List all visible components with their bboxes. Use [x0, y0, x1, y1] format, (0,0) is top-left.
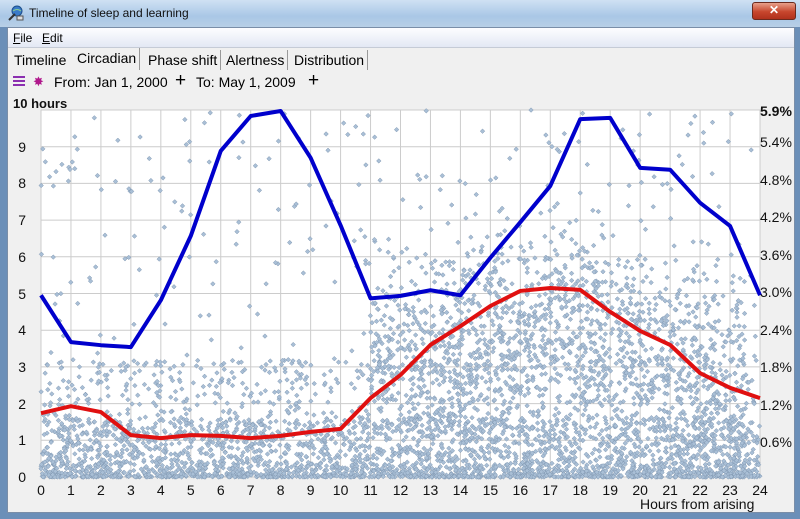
x-tick-label: 7 — [246, 482, 255, 498]
tab-distribution[interactable]: Distribution — [291, 50, 369, 70]
y-tick-label: 7 — [18, 212, 26, 229]
y-tick-label: 8 — [18, 175, 26, 192]
from-plus-button[interactable]: + — [175, 70, 187, 91]
blue-series-line — [39, 109, 762, 350]
x-tick-label: 8 — [276, 482, 285, 498]
x-tick-label: 11 — [363, 482, 378, 498]
menu-bar: File Edit — [8, 28, 794, 48]
y-tick-label: 4 — [18, 322, 26, 339]
y-right-tick-label: 1.2% — [760, 396, 792, 413]
to-date[interactable]: To: May 1, 2009 — [196, 74, 296, 90]
x-tick-label: 0 — [37, 482, 45, 498]
x-tick-label: 4 — [156, 482, 165, 498]
x-axis-title: Hours from arising — [640, 496, 755, 512]
tab-bar: Timeline Circadian Phase shift Alertness… — [8, 48, 794, 70]
x-tick-label: 21 — [662, 482, 678, 498]
x-tick-label: 3 — [126, 482, 135, 498]
x-tick-label: 6 — [216, 482, 225, 498]
app-window: File Edit Timeline Circadian Phase shift… — [7, 27, 795, 513]
y-tick-label: 0 — [18, 469, 26, 485]
y-right-tick-label: 4.2% — [760, 209, 792, 226]
x-tick-label: 17 — [542, 482, 559, 498]
y-tick-label: 6 — [18, 248, 26, 265]
close-button[interactable]: ✕ — [752, 2, 796, 20]
y-right-tick-label: 2.4% — [760, 321, 792, 338]
x-tick-label: 2 — [97, 482, 105, 498]
x-tick-label: 5 — [186, 482, 195, 498]
x-tick-label: 9 — [306, 482, 315, 498]
window-title: Timeline of sleep and learning — [29, 6, 189, 20]
plot-area — [38, 107, 763, 480]
x-tick-label: 1 — [67, 482, 75, 498]
x-tick-label: 13 — [422, 482, 439, 498]
menu-file[interactable]: File — [13, 31, 33, 45]
menu-edit[interactable]: Edit — [42, 31, 63, 45]
x-tick-label: 20 — [632, 482, 648, 498]
x-tick-label: 18 — [572, 482, 589, 498]
x-tick-label: 15 — [482, 482, 499, 498]
x-tick-label: 10 — [332, 482, 349, 498]
y-tick-label: 5 — [18, 285, 26, 302]
red-series-line — [40, 285, 761, 441]
tab-timeline[interactable]: Timeline — [14, 52, 67, 68]
from-date[interactable]: From: Jan 1, 2000 — [54, 74, 168, 90]
sun-icon[interactable]: ✸ — [33, 74, 44, 89]
y-tick-label: 9 — [18, 138, 26, 155]
close-icon: ✕ — [768, 3, 780, 17]
tab-phase-shift[interactable]: Phase shift — [145, 50, 222, 70]
y-right-tick-label: 4.8% — [760, 171, 792, 188]
y-right-tick-label: 1.8% — [760, 359, 792, 376]
x-tick-label: 24 — [752, 482, 768, 498]
y-tick-label: 1 — [18, 432, 26, 449]
x-tick-label: 22 — [692, 482, 708, 498]
y-right-tick-label: 3.6% — [760, 246, 792, 263]
list-icon[interactable] — [13, 76, 25, 87]
scatter-points — [38, 107, 763, 480]
tab-circadian[interactable]: Circadian — [74, 48, 141, 70]
y-axis-top-label: 10 hours — [13, 96, 68, 111]
tab-alertness[interactable]: Alertness — [223, 50, 289, 70]
y-tick-label: 2 — [18, 395, 26, 412]
y-right-tick-label: 5.9% — [760, 103, 792, 119]
y-right-tick-label: 3.0% — [760, 284, 792, 301]
to-plus-button[interactable]: + — [308, 70, 320, 91]
x-tick-label: 19 — [602, 482, 618, 498]
x-tick-label: 16 — [512, 482, 529, 498]
app-globe-icon — [8, 5, 24, 21]
title-bar: Timeline of sleep and learning ✕ — [0, 0, 800, 27]
x-tick-label: 23 — [722, 482, 738, 498]
y-right-tick-label: 5.4% — [760, 134, 792, 151]
date-range-toolbar: ✸ From: Jan 1, 2000 + To: May 1, 2009 + — [8, 71, 794, 93]
x-tick-label: 12 — [392, 482, 409, 498]
x-tick-label: 14 — [452, 482, 469, 498]
y-tick-label: 3 — [18, 358, 26, 375]
y-right-tick-label: 0.6% — [760, 434, 792, 450]
